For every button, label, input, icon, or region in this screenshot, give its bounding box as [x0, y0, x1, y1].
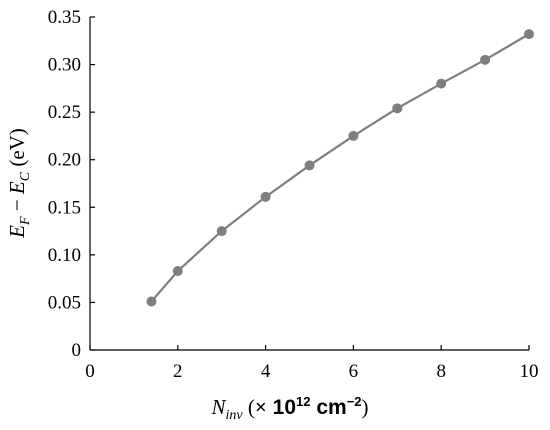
x-label-times: × [255, 395, 267, 419]
data-point [260, 191, 271, 202]
axes [89, 17, 529, 351]
data-point [392, 103, 403, 114]
y-label-minus: − [5, 194, 29, 216]
x-tick-label: 2 [173, 361, 183, 382]
data-point [524, 29, 534, 40]
y-label-e2: E [5, 181, 29, 195]
data-point [304, 160, 315, 171]
data-point [436, 78, 447, 89]
x-label-sub: inv [226, 408, 244, 423]
data-point [172, 266, 183, 277]
series-line [150, 33, 530, 303]
y-axis-label: EF − EC (eV) [5, 128, 33, 239]
x-tick-label: 6 [349, 361, 359, 382]
x-label-unit: cm [311, 396, 347, 419]
y-tick-label: 0 [72, 340, 82, 361]
y-label-unit: (eV) [5, 128, 29, 172]
y-tick-label: 0.25 [48, 102, 81, 123]
x-axis-label: Ninv (× 1012 cm−2) [210, 394, 368, 423]
x-label-paren-close: ) [362, 395, 369, 419]
data-point [480, 54, 491, 65]
y-tick-label: 0.10 [48, 245, 81, 266]
y-ticks: 0 0.05 0.10 0.15 0.20 0.25 0.30 0.35 [48, 7, 95, 361]
x-tick-label: 4 [261, 361, 271, 382]
series-group [146, 29, 534, 307]
x-label-var: N [210, 395, 226, 419]
y-label-sub1: F [18, 216, 33, 226]
data-point [216, 226, 227, 237]
data-point [146, 296, 157, 307]
data-point [348, 130, 359, 141]
y-tick-label: 0.15 [48, 197, 81, 218]
x-label-paren-open: ( [243, 395, 255, 419]
y-tick-label: 0.35 [48, 7, 81, 28]
x-label-ten: 10 [267, 396, 296, 419]
x-tick-label: 10 [520, 361, 539, 382]
x-label-exp: 12 [296, 394, 310, 409]
y-tick-label: 0.05 [48, 292, 81, 313]
y-tick-label: 0.30 [48, 55, 81, 76]
y-label-e1: E [5, 225, 29, 239]
x-tick-label: 8 [436, 361, 446, 382]
x-tick-label: 0 [85, 361, 95, 382]
x-label-unit-exp: −2 [347, 394, 362, 409]
y-label-sub2: C [18, 171, 33, 181]
x-ticks: 0 2 4 6 8 10 [85, 345, 539, 382]
y-tick-label: 0.20 [48, 150, 81, 171]
